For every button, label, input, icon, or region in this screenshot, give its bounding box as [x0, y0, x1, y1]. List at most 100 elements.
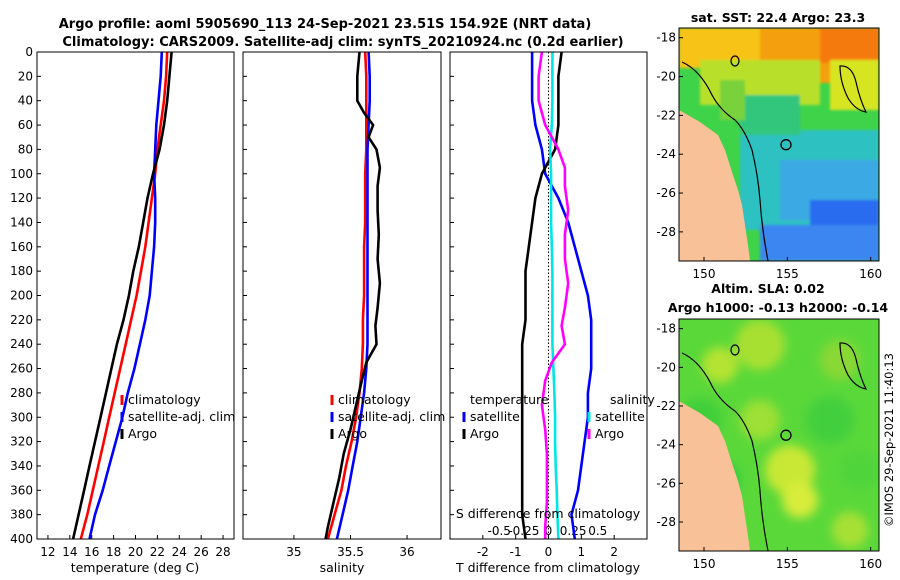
- y-tick-label: 180: [10, 264, 33, 278]
- y-tick-label: -28: [656, 225, 676, 239]
- salinity-panel: 35 35.5 36 climatology satellite-adj. clim Ar…: [242, 51, 445, 575]
- sla-land: [679, 401, 750, 551]
- y-tick-label: 60: [18, 118, 33, 132]
- y-tick-label: 220: [10, 313, 33, 327]
- sst-land: [679, 110, 750, 261]
- x-tick-label: 36: [399, 545, 414, 559]
- sla-field: [679, 319, 879, 551]
- x-tick-label: 160: [859, 557, 882, 571]
- x-tick-label: 150: [693, 557, 716, 571]
- temperature-axes-box: [36, 51, 235, 540]
- sla-isobath-3: [730, 344, 740, 356]
- x-tick-label: 35: [286, 545, 301, 559]
- x-tick-label: -2: [477, 545, 489, 559]
- salinity-xlabel: salinity: [320, 560, 365, 575]
- series-line-climatology: [79, 51, 169, 540]
- series-line-argo: [324, 51, 382, 540]
- sst-map-panel: sat. SST: 22.4 Argo: 23.3: [656, 10, 882, 281]
- y-tick-label: 260: [10, 362, 33, 376]
- series-line-s-argo: [537, 51, 570, 539]
- legend-salinity-title: salinity: [610, 392, 655, 407]
- x-tick-label: 35.5: [337, 545, 364, 559]
- sst-float-marker: [780, 139, 792, 151]
- sla-map-title-2: Argo h1000: -0.13 h2000: -0.14: [668, 300, 889, 315]
- s-tick-label: 0: [545, 524, 553, 538]
- sla-map-title-1: Altim. SLA: 0.02: [711, 281, 824, 296]
- y-tick-label: -18: [656, 31, 676, 45]
- y-tick-label: -18: [656, 322, 676, 336]
- legend-label: Argo: [128, 426, 157, 441]
- sst-isobath-2: [839, 65, 868, 113]
- x-tick-label: 1: [578, 545, 586, 559]
- x-tick-label: 150: [693, 267, 716, 281]
- legend-label: Argo: [338, 426, 367, 441]
- s-tick-label: -0.5: [488, 524, 511, 538]
- x-tick-label: 18: [106, 545, 121, 559]
- temperature-xlabel: temperature (deg C): [71, 560, 200, 575]
- difference-xlabel: T difference from climatology: [455, 560, 641, 575]
- x-tick-label: 160: [859, 267, 882, 281]
- sla-isobath: [681, 352, 769, 551]
- y-tick-label: 320: [10, 435, 33, 449]
- y-tick-label: 400: [10, 532, 33, 546]
- legend-label: satellite: [595, 409, 645, 424]
- s-tick-label: 0.5: [588, 524, 607, 538]
- temperature-panel: 0 20 40 60 80 100 120 140 160 180 200 220 240 260 280 3…: [10, 45, 235, 575]
- sst-field: [679, 28, 879, 261]
- y-tick-label: 100: [10, 167, 33, 181]
- x-tick-label: 22: [150, 545, 165, 559]
- legend-label: Argo: [470, 426, 499, 441]
- sla-map-panel: Altim. SLA: 0.02 Argo h1000: -0.13 h2000…: [656, 281, 888, 571]
- y-tick-label: 20: [18, 69, 33, 83]
- y-tick-label: 160: [10, 240, 33, 254]
- series-line-s-satellite: [548, 52, 560, 540]
- difference-top-label: S difference from climatology: [456, 506, 641, 521]
- title-line-1: Argo profile: aoml 5905690_113 24-Sep-20…: [59, 17, 592, 32]
- x-tick-label: 2: [610, 545, 618, 559]
- sla-map-axes-box: [678, 318, 880, 552]
- series-line-satellite-adj-clim: [88, 51, 164, 540]
- sla-float-marker: [780, 429, 792, 441]
- legend-label: Argo: [595, 426, 624, 441]
- y-tick-label: -24: [656, 147, 676, 161]
- y-tick-label: -28: [656, 515, 676, 529]
- series-line-satellite-adj-clim: [335, 51, 372, 540]
- salinity-axes-box: [242, 51, 442, 540]
- series-line-t-argo: [520, 51, 563, 540]
- x-tick-label: 14: [62, 545, 77, 559]
- legend-label: satellite: [470, 409, 520, 424]
- x-tick-label: 12: [40, 545, 55, 559]
- y-tick-label: 380: [10, 508, 33, 522]
- y-tick-label: 140: [10, 215, 33, 229]
- y-tick-label: 0: [25, 45, 33, 59]
- legend-label: climatology: [128, 392, 201, 407]
- x-tick-label: 155: [776, 267, 799, 281]
- series-line-t-satellite: [530, 52, 593, 540]
- y-tick-label: 340: [10, 459, 33, 473]
- y-tick-label: 240: [10, 337, 33, 351]
- imos-watermark: ©IMOS 29-Sep-2021 11:40:13: [882, 353, 896, 527]
- y-tick-label: 360: [10, 483, 33, 497]
- y-tick-label: 120: [10, 191, 33, 205]
- sst-isobath: [681, 61, 769, 261]
- x-tick-label: 0: [545, 545, 553, 559]
- x-tick-label: 155: [776, 557, 799, 571]
- y-tick-label: -26: [656, 476, 676, 490]
- legend-label: satellite-adj. clim: [338, 409, 445, 424]
- sla-isobath-2: [839, 342, 868, 390]
- y-tick-label: -26: [656, 186, 676, 200]
- x-tick-label: -1: [510, 545, 522, 559]
- y-tick-label: 200: [10, 289, 33, 303]
- series-line-climatology: [326, 51, 368, 540]
- x-tick-label: 16: [84, 545, 99, 559]
- x-tick-label: 24: [172, 545, 187, 559]
- y-tick-label: 40: [18, 94, 33, 108]
- y-tick-label: 80: [18, 142, 33, 156]
- y-tick-label: -20: [656, 360, 676, 374]
- sst-isobath-3: [730, 55, 740, 67]
- title-line-2: Climatology: CARS2009. Satellite-adj cli…: [62, 35, 623, 50]
- x-tick-label: 20: [128, 545, 143, 559]
- y-tick-label: -22: [656, 108, 676, 122]
